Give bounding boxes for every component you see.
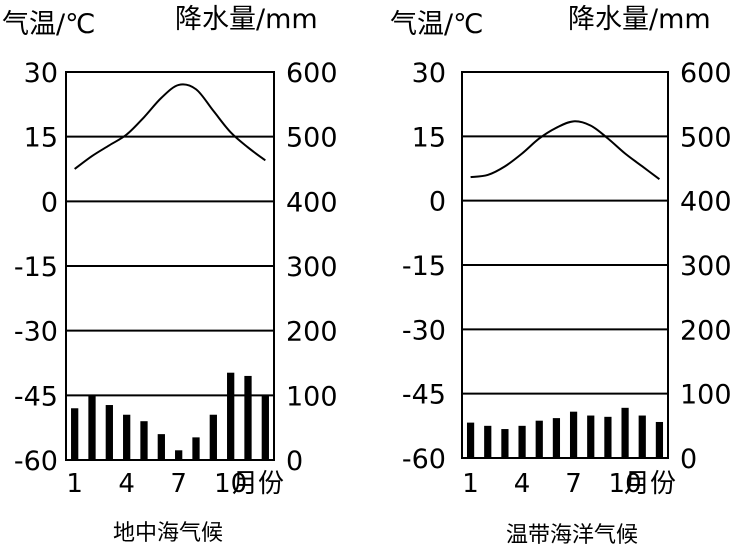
- precipitation-bar: [518, 425, 526, 458]
- month-tick-label: 1: [462, 469, 479, 499]
- left-tick-label: -45: [14, 381, 58, 412]
- precipitation-bar: [105, 405, 113, 460]
- precipitation-bar: [587, 415, 595, 458]
- right-tick-label: 600: [286, 58, 338, 89]
- x-axis-label: 月份: [624, 469, 676, 499]
- precipitation-bar: [244, 375, 252, 460]
- right-axis-label: 降水量/mm: [175, 4, 318, 35]
- left-axis-label: 气温/℃: [390, 9, 483, 40]
- temperature-line: [74, 83, 266, 170]
- right-tick-label: 200: [680, 315, 732, 346]
- right-tick-label: 600: [680, 58, 732, 89]
- left-tick-label: -60: [402, 444, 446, 475]
- left-tick-label: 15: [412, 122, 446, 153]
- x-axis-label: 月份: [232, 469, 284, 499]
- precipitation-bar: [175, 450, 183, 460]
- right-tick-label: 200: [286, 317, 338, 348]
- left-axis-label: 气温/℃: [2, 9, 95, 40]
- plot-frame: [461, 71, 669, 459]
- left-tick-label: 15: [24, 123, 58, 154]
- temperature-line: [470, 120, 661, 181]
- left-tick-label: -30: [402, 315, 446, 346]
- right-tick-label: 300: [286, 252, 338, 283]
- chart-title: 温带海洋气候: [506, 523, 638, 548]
- precipitation-bar: [484, 425, 492, 458]
- precipitation-bar: [227, 372, 235, 460]
- precipitation-bar: [71, 408, 79, 460]
- precipitation-bar: [209, 414, 217, 460]
- precipitation-bar: [621, 407, 629, 458]
- chart-title: 地中海气候: [113, 521, 223, 546]
- right-tick-label: 500: [680, 122, 732, 153]
- right-tick-label: 100: [680, 380, 732, 411]
- precipitation-bar: [535, 420, 543, 458]
- chart-temperate-maritime: 气温/℃ 降水量/mm 温带海洋气候 30 15 0 -15 -30 -45 -60 600 5…: [390, 4, 732, 548]
- right-tick-label: 100: [286, 381, 338, 412]
- month-tick-label: 4: [514, 469, 531, 499]
- left-tick-label: 0: [429, 187, 446, 218]
- left-tick-label: -60: [14, 446, 58, 477]
- right-tick-label: 400: [680, 187, 732, 218]
- precipitation-bar: [140, 421, 148, 460]
- left-tick-label: 30: [24, 58, 58, 89]
- right-tick-label: 0: [286, 446, 303, 477]
- month-tick-label: 10: [214, 469, 247, 499]
- precipitation-bar: [604, 416, 612, 458]
- precipitation-bar: [638, 415, 646, 458]
- chart-mediterranean: 气温/℃ 降水量/mm 地中海气候 30 15 0 -15 -30 -45 -60 600 50…: [2, 4, 338, 546]
- right-tick-label: 500: [286, 123, 338, 154]
- precipitation-bar: [466, 422, 475, 458]
- left-tick-label: -15: [402, 251, 446, 282]
- right-tick-label: 0: [680, 444, 697, 475]
- left-tick-label: 0: [41, 187, 58, 218]
- precipitation-bar: [261, 395, 269, 460]
- month-tick-label: 4: [118, 469, 135, 499]
- right-axis-label: 降水量/mm: [568, 4, 711, 35]
- precipitation-bar: [569, 411, 578, 458]
- precipitation-bar: [157, 434, 165, 460]
- left-tick-label: -15: [14, 252, 58, 283]
- left-tick-label: -30: [14, 317, 58, 348]
- precipitation-bar: [123, 414, 131, 460]
- precipitation-bar: [655, 421, 664, 458]
- precipitation-bar: [192, 437, 200, 460]
- left-tick-label: 30: [412, 58, 446, 89]
- month-tick-label: 7: [565, 469, 582, 499]
- precipitation-bar: [552, 418, 561, 458]
- precipitation-bar: [88, 395, 96, 460]
- month-tick-label: 10: [609, 469, 642, 499]
- month-tick-label: 7: [170, 469, 187, 499]
- month-tick-label: 1: [66, 469, 83, 499]
- precipitation-bar: [501, 429, 509, 458]
- plot-frame: [65, 71, 275, 461]
- right-tick-label: 300: [680, 251, 732, 282]
- left-tick-label: -45: [402, 380, 446, 411]
- right-tick-label: 400: [286, 187, 338, 218]
